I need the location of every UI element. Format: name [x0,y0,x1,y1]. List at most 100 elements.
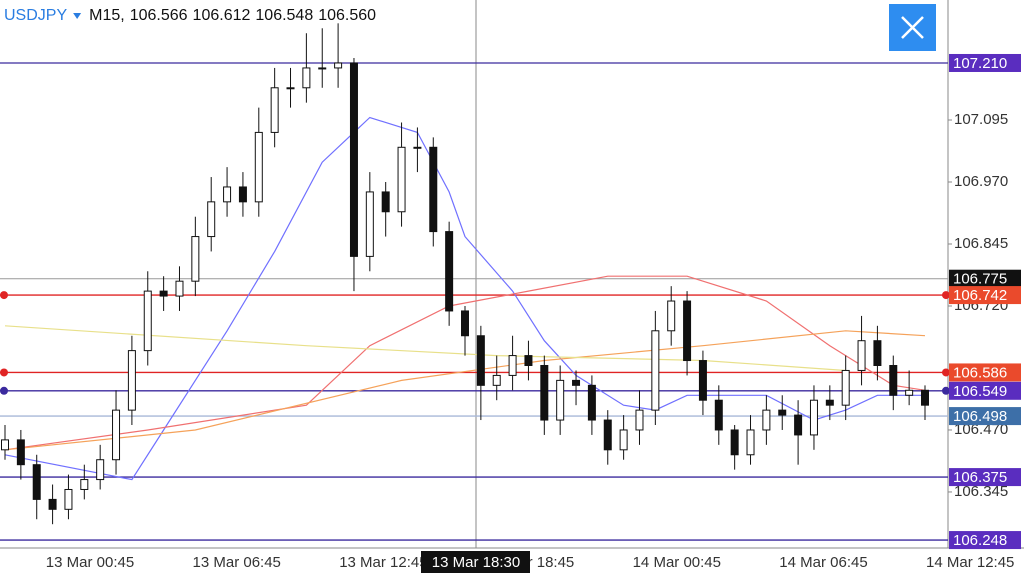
candle-body [16,439,25,466]
level-label: 106.498 [953,408,1007,425]
y-tick-label: 106.470 [954,421,1008,438]
candle-body [683,300,692,362]
candle-body [651,330,660,411]
level-label: 106.742 [953,287,1007,304]
candle-body [445,231,454,312]
candle-body [48,498,57,510]
candle-body [572,379,581,386]
level-handle [0,291,8,300]
low: 106.548 [255,7,313,24]
candle-body [619,429,628,451]
candle-body [540,364,549,421]
level-label: 106.549 [953,383,1007,400]
candle-body [429,146,438,233]
candle-body [175,280,184,297]
symbol-dropdown-icon[interactable] [73,13,82,19]
candle-body [714,399,723,431]
candle-body [223,186,232,203]
candle-body [318,67,327,70]
y-tick-label: 106.970 [954,173,1008,190]
candle-body [587,384,596,421]
candle-body [286,87,295,90]
crosshair-time-label: 13 Mar 18:30 [432,554,520,571]
candle-body [349,62,358,257]
close: 106.560 [318,7,376,24]
candle-body [635,409,644,431]
x-tick-label: 13 Mar 06:45 [193,554,281,571]
timeframe: M15, [89,7,125,24]
close-button[interactable] [889,4,936,51]
level-labels: 106.775 107.210 106.742 106.586 106.549 106.4… [949,53,1021,550]
high: 106.612 [193,7,251,24]
candle-body [556,379,565,421]
candle-body [762,409,771,431]
level-handle [942,291,950,300]
header: USDJPY M15, 106.566 106.612 106.548 106.560 [4,7,376,24]
y-tick-label: 106.345 [954,483,1008,500]
y-tick-label: 106.845 [954,235,1008,252]
x-tick-label: 14 Mar 06:45 [779,554,867,571]
candle-body [461,310,469,337]
level-label: 106.375 [953,469,1007,486]
candle-body [476,335,485,386]
price-axis: 107.095106.970106.845106.720106.470106.3… [948,111,1008,500]
candle-body [32,464,41,500]
candle-body [80,479,89,490]
candle-body [96,459,105,481]
level-label-box [949,363,1021,382]
y-tick-label: 107.095 [954,111,1008,128]
candle-body [889,364,898,396]
candle-body [508,355,517,376]
candle-body [191,236,200,282]
level-label-box [949,531,1021,550]
symbol: USDJPY [4,7,67,24]
close-icon[interactable] [901,16,924,39]
candle-body [64,488,73,510]
level-handle [942,368,950,377]
candle-body [905,389,914,396]
candle-body [238,186,247,203]
candle-body [794,414,803,436]
level-label: 106.586 [953,364,1007,381]
candle-body [603,419,612,451]
candle-body [1,439,9,451]
candle-body [254,131,263,203]
x-tick-label: 13 Mar 12:45 [339,554,427,571]
time-axis: 13 Mar 00:45 13 Mar 06:45 13 Mar 12:45 13 M… [46,551,1014,573]
candle-body [825,399,834,406]
level-handle [0,386,8,395]
levels [0,62,950,541]
candle-body [667,300,676,332]
x-tick-label: 14 Mar 00:45 [633,554,721,571]
level-label-box [949,381,1021,400]
candle-body [302,67,311,89]
level-label-box [949,53,1021,72]
candle-body [207,201,216,238]
candle-body [698,360,707,401]
crosshair-price-label: 106.775 [953,271,1007,288]
level-label-box [949,286,1021,305]
candles [1,23,929,525]
candle-body [492,374,501,386]
x-tick-label: 14 Mar 12:45 [926,554,1014,571]
candle-body [778,409,787,416]
candle-body [746,429,755,456]
level-label: 106.248 [953,532,1007,549]
candle-body [381,191,390,213]
candle-body [334,62,343,69]
candle-body [159,290,168,297]
candle-body [127,350,136,411]
candle-body [730,429,739,456]
candle-body [857,340,866,371]
level-label: 107.210 [953,55,1007,72]
candle-body [413,146,422,149]
level-handle [0,368,8,377]
candle-body [112,409,121,461]
candle-body [143,290,152,352]
candle-body [921,389,929,406]
candle-body [397,146,406,213]
candle-body [270,87,279,133]
